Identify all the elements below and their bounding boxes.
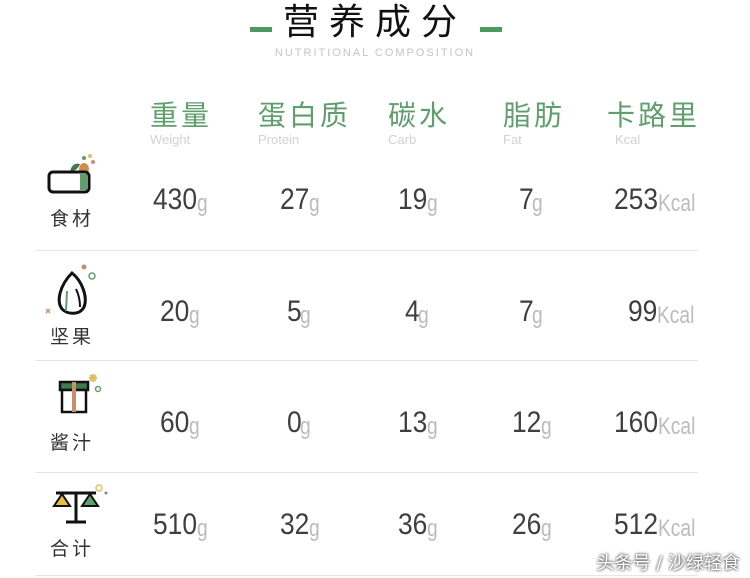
cell-carb: 4g — [358, 295, 478, 329]
column-header-cn: 重量 — [150, 99, 213, 132]
unit: g — [426, 190, 438, 217]
cell-carb: 13g — [358, 406, 478, 440]
sauce-box-icon — [58, 374, 102, 414]
unit: g — [540, 413, 552, 440]
value: 0 — [287, 406, 303, 439]
column-header-en: Weight — [150, 132, 191, 147]
cell-kcal: 99Kcal — [605, 295, 725, 329]
unit: g — [308, 515, 320, 542]
page-title: 营养成分 — [282, 2, 467, 43]
unit: g — [188, 413, 200, 440]
value: 4 — [405, 295, 421, 328]
watermark: 头条号 / 沙绿轻食 — [596, 553, 740, 574]
value: 7 — [519, 183, 535, 216]
unit: g — [196, 515, 208, 542]
scale-icon — [52, 484, 108, 524]
cell-weight: 510g — [120, 508, 240, 542]
value: 19 — [398, 183, 428, 216]
cell-fat: 7g — [472, 295, 592, 329]
row-label: 坚果 — [49, 326, 94, 348]
unit: Kcal — [658, 190, 696, 217]
cell-kcal: 253Kcal — [598, 183, 718, 217]
column-header-cn: 蛋白质 — [258, 99, 352, 132]
unit: Kcal — [658, 515, 696, 542]
value: 20 — [160, 295, 190, 328]
title-dash-left — [250, 27, 272, 32]
value: 253 — [614, 183, 659, 216]
value: 99 — [628, 295, 658, 328]
value: 7 — [519, 295, 535, 328]
column-header-cn: 碳水 — [388, 99, 451, 132]
value: 13 — [398, 406, 428, 439]
unit: g — [426, 413, 438, 440]
unit: g — [426, 515, 438, 542]
cell-protein: 32g — [240, 508, 360, 542]
unit: g — [532, 190, 543, 217]
column-header-en: Carb — [388, 132, 417, 147]
cell-protein: 0g — [240, 406, 360, 440]
cell-fat: 26g — [472, 508, 592, 542]
unit: g — [418, 302, 429, 329]
row-divider — [35, 360, 698, 361]
row-label: 食材 — [49, 208, 94, 230]
value: 36 — [398, 508, 428, 541]
cell-protein: 27g — [240, 183, 360, 217]
cell-weight: 20g — [120, 295, 240, 329]
unit: g — [300, 302, 311, 329]
cell-fat: 7g — [472, 183, 592, 217]
column-header-cn: 卡路里 — [607, 99, 701, 132]
cell-protein: 5g — [240, 295, 360, 329]
row-divider — [35, 250, 698, 251]
cell-carb: 19g — [358, 183, 478, 217]
value: 12 — [512, 406, 542, 439]
value: 60 — [160, 406, 190, 439]
title-dash-right — [480, 27, 502, 32]
row-divider — [35, 575, 698, 576]
value: 510 — [152, 508, 197, 541]
unit: g — [532, 302, 543, 329]
cell-fat: 12g — [472, 406, 592, 440]
nut-icon — [45, 264, 96, 315]
column-header-cn: 脂肪 — [503, 99, 566, 132]
cell-carb: 36g — [358, 508, 478, 542]
value: 32 — [280, 508, 310, 541]
value: 160 — [614, 406, 659, 439]
column-header-fat: 脂肪 Fat — [503, 99, 566, 148]
page-subtitle: NUTRITIONAL COMPOSITION — [274, 47, 476, 59]
row-divider — [35, 472, 698, 473]
row-label: 酱汁 — [49, 432, 94, 454]
column-header-carb: 碳水 Carb — [388, 99, 451, 148]
column-header-en: Kcal — [615, 132, 641, 147]
value: 5 — [287, 295, 303, 328]
unit: g — [300, 413, 311, 440]
unit: g — [540, 515, 552, 542]
unit: Kcal — [658, 413, 696, 440]
cell-kcal: 512Kcal — [598, 508, 718, 542]
value: 26 — [512, 508, 542, 541]
unit: g — [196, 190, 208, 217]
cell-kcal: 160Kcal — [598, 406, 718, 440]
cell-weight: 430g — [120, 183, 240, 217]
column-header-protein: 蛋白质 Protein — [258, 99, 352, 148]
value: 27 — [280, 183, 310, 216]
column-header-en: Fat — [503, 132, 522, 147]
column-header-weight: 重量 Weight — [150, 99, 213, 148]
value: 512 — [614, 508, 659, 541]
column-header-kcal: 卡路里 Kcal — [607, 99, 701, 148]
unit: Kcal — [656, 302, 695, 329]
row-label: 合计 — [49, 538, 94, 560]
cell-weight: 60g — [120, 406, 240, 440]
basket-icon — [47, 154, 95, 194]
value: 430 — [152, 183, 197, 216]
unit: g — [188, 302, 200, 329]
unit: g — [308, 190, 320, 217]
column-header-en: Protein — [258, 132, 300, 147]
